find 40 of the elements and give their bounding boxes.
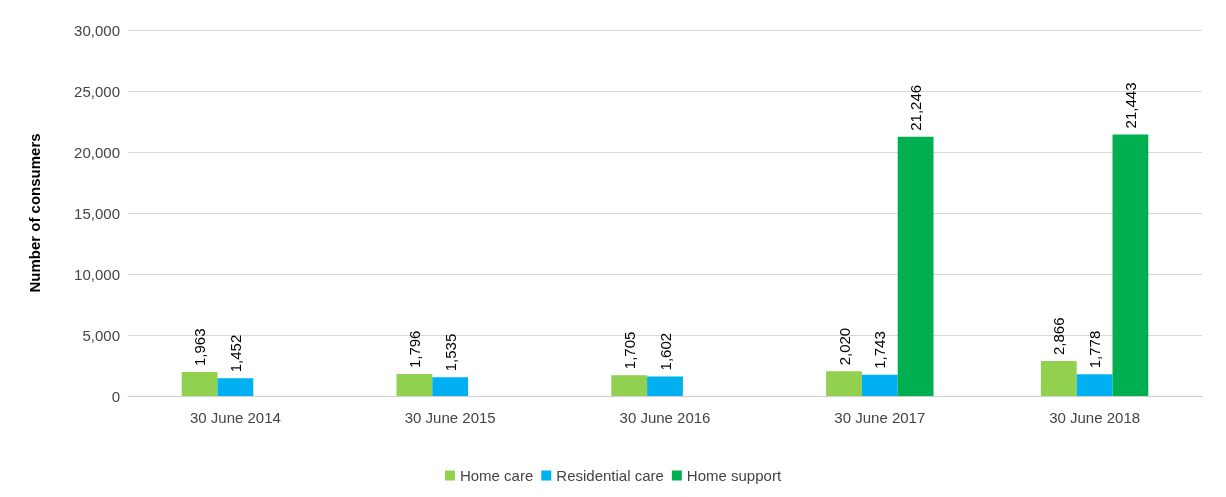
bar [611,375,648,396]
y-tick-label: 30,000 [74,21,120,39]
data-label: 1,796 [405,330,423,369]
data-label: 2,866 [1050,317,1068,356]
y-tick-label: 15,000 [74,204,120,222]
x-tick-label: 30 June 2015 [404,409,496,426]
bar [217,378,254,396]
legend-label: Home care [459,467,534,484]
bar [1112,134,1149,396]
x-tick-label: 30 June 2017 [834,409,926,426]
data-label: 1,705 [620,331,638,370]
data-label: 1,602 [656,332,674,371]
y-tick-label: 25,000 [74,82,120,100]
bar [826,371,862,396]
data-label: 2,020 [835,327,853,366]
data-label: 21,443 [1121,82,1139,129]
bar [647,376,683,396]
y-tick-label: 20,000 [74,143,120,161]
y-tick-label: 5,000 [82,326,120,344]
data-label: 1,452 [226,334,244,373]
data-label: 1,535 [441,333,459,372]
y-tick-label: 10,000 [74,265,120,283]
bar [432,377,469,396]
bar [861,374,898,396]
legend-label: Residential care [556,467,664,484]
data-label: 1,778 [1086,330,1104,369]
x-tick-label: 30 June 2016 [619,409,711,426]
data-label: 1,743 [871,331,889,369]
x-tick-label: 30 June 2014 [189,409,281,426]
data-label: 21,246 [907,84,925,131]
x-tick-label: 30 June 2018 [1049,409,1141,426]
y-tick-label: 0 [111,387,120,405]
bar [1040,361,1077,396]
bar [181,372,218,396]
legend-label: Home support [686,467,782,484]
bar [897,136,934,396]
bar [1076,374,1113,396]
bar [396,374,433,396]
data-label: 1,963 [191,328,209,367]
y-axis-title: Number of consumers [26,133,43,293]
